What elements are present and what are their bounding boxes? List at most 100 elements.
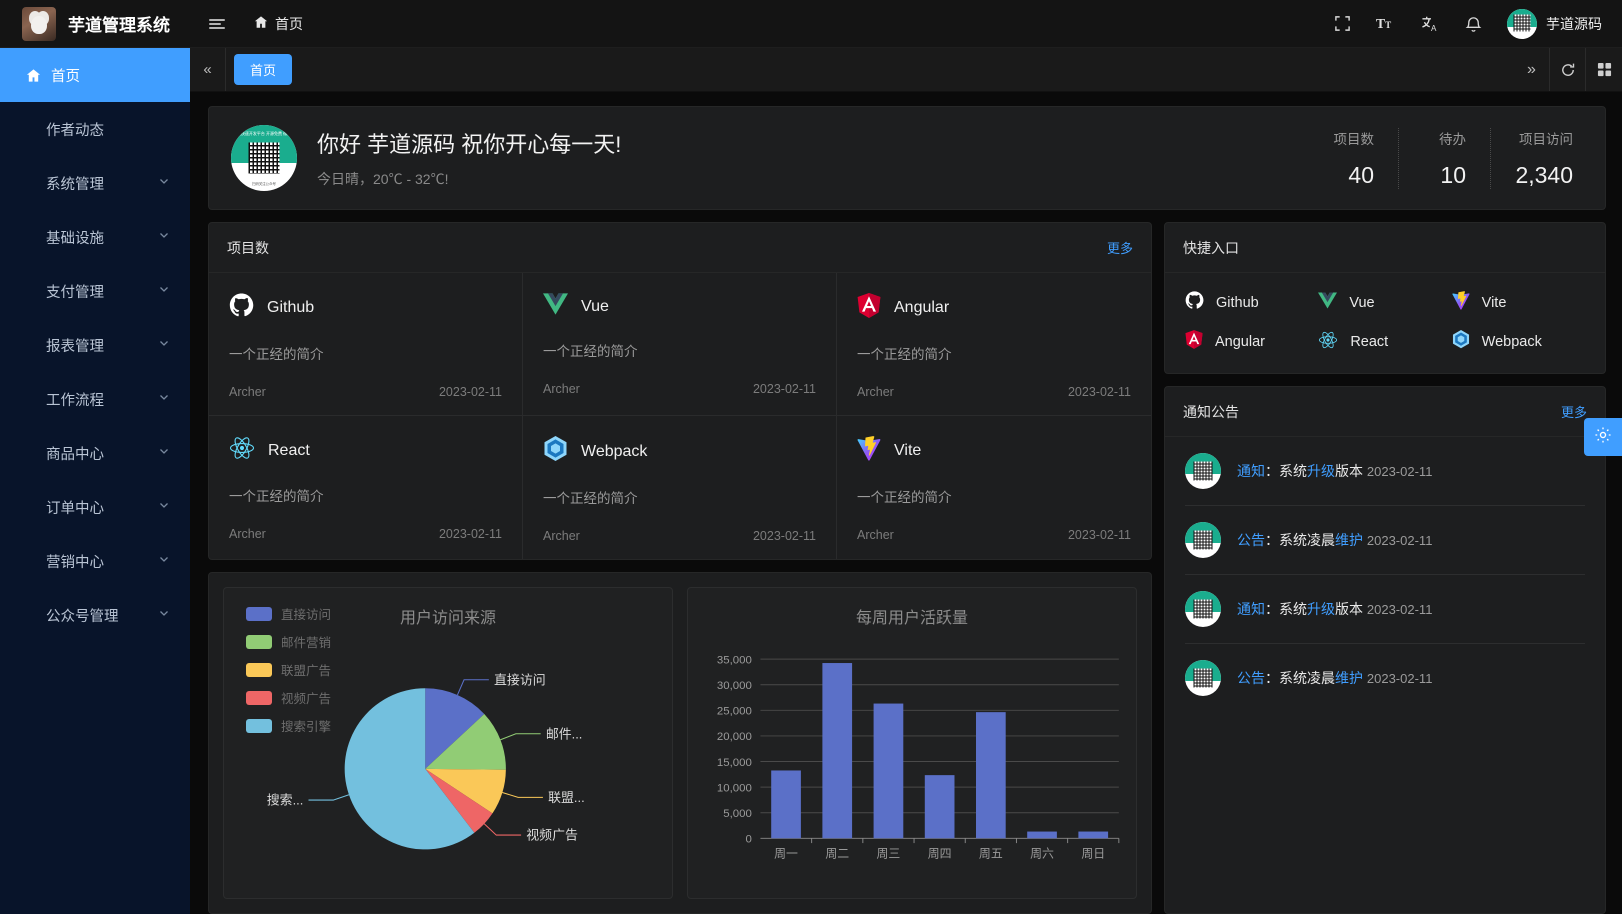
tabs-scroll-left-button[interactable]: « xyxy=(190,48,226,91)
legend-item[interactable]: 视频广告 xyxy=(246,688,331,707)
bar[interactable] xyxy=(822,663,853,839)
mid-right-column: 快捷入口 Github Vue xyxy=(1164,222,1606,914)
legend-label: 搜索引擎 xyxy=(281,720,332,734)
font-size-icon[interactable]: T T xyxy=(1376,15,1396,32)
x-axis-tick-label: 周四 xyxy=(928,846,952,860)
project-card[interactable]: Angular 一个正经的简介 Archer 2023-02-11 xyxy=(837,273,1151,416)
notice-type: 公告 xyxy=(1237,532,1265,548)
project-author: Archer xyxy=(229,527,266,541)
tabs-scroll-right-button[interactable]: » xyxy=(1514,48,1550,91)
legend-item[interactable]: 搜索引擎 xyxy=(246,716,331,735)
project-footer: Archer 2023-02-11 xyxy=(543,529,816,543)
pie-slice[interactable] xyxy=(425,768,506,814)
sidebar-item-system[interactable]: 系统管理 xyxy=(0,156,190,210)
notices-more-link[interactable]: 更多 xyxy=(1560,405,1587,420)
notice-item[interactable]: 通知：系统升级版本 2023-02-11 xyxy=(1185,437,1585,506)
pie-slice[interactable] xyxy=(425,688,485,769)
quick-entry-vue[interactable]: Vue xyxy=(1318,291,1451,314)
webpack-icon xyxy=(543,436,568,467)
project-author: Archer xyxy=(543,382,580,396)
mid-row: 项目数 更多 Github xyxy=(208,222,1606,914)
projects-more-link[interactable]: 更多 xyxy=(1106,241,1133,256)
sidebar-item-home[interactable]: 首页 xyxy=(0,48,190,102)
github-icon xyxy=(1185,291,1204,314)
legend-item[interactable]: 联盟广告 xyxy=(246,660,331,679)
sidebar-item-pay[interactable]: 支付管理 xyxy=(0,264,190,318)
sidebar-item-infra[interactable]: 基础设施 xyxy=(0,210,190,264)
project-desc: 一个正经的简介 xyxy=(543,491,638,506)
breadcrumb[interactable]: 首页 xyxy=(254,14,303,34)
bar[interactable] xyxy=(1027,831,1057,839)
brand-logo-icon xyxy=(22,6,56,41)
pie-slice[interactable] xyxy=(425,713,506,770)
notice-item[interactable]: 通知：系统升级版本 2023-02-11 xyxy=(1185,575,1585,644)
project-date: 2023-02-11 xyxy=(752,529,816,543)
project-card[interactable]: Webpack 一个正经的简介 Archer 2023-02-11 xyxy=(523,416,837,559)
legend-label: 邮件营销 xyxy=(281,636,332,650)
project-card[interactable]: Vite 一个正经的简介 Archer 2023-02-11 xyxy=(837,416,1151,559)
notice-item[interactable]: 公告：系统凌晨维护 2023-02-11 xyxy=(1185,644,1585,712)
sidebar-item-label: 系统管理 xyxy=(46,176,104,193)
bar[interactable] xyxy=(771,770,801,839)
quick-entry-webpack[interactable]: Webpack xyxy=(1452,330,1585,353)
quick-entry-github[interactable]: Github xyxy=(1185,291,1318,314)
react-icon xyxy=(1318,331,1338,353)
menu-toggle-icon[interactable] xyxy=(206,13,228,35)
page-content: 芋道快速开发平台 开源免费 微信号 扫码关注公众号 你好 芋道源码 祝你开心每一… xyxy=(190,92,1622,914)
translate-icon[interactable]: A xyxy=(1421,15,1440,33)
settings-fab-button[interactable] xyxy=(1584,418,1622,456)
project-footer: Archer 2023-02-11 xyxy=(229,527,502,541)
quick-entry-vite[interactable]: Vite xyxy=(1452,291,1585,314)
quick-entry-angular[interactable]: Angular xyxy=(1185,330,1318,353)
pie-slice-label: 直接访问 xyxy=(494,672,546,687)
fullscreen-icon[interactable] xyxy=(1334,15,1351,32)
y-axis-tick-label: 10,000 xyxy=(717,782,752,794)
notice-title: 公告：系统凌晨维护 xyxy=(1237,532,1367,548)
sidebar-item-workflow[interactable]: 工作流程 xyxy=(0,372,190,426)
notice-title: 通知：系统升级版本 xyxy=(1237,463,1367,479)
legend-item[interactable]: 直接访问 xyxy=(246,604,331,623)
tab-home[interactable]: 首页 xyxy=(234,54,293,85)
stat-label: 待办 xyxy=(1439,131,1466,147)
notice-content: 通知：系统升级版本 2023-02-11 xyxy=(1237,461,1432,481)
legend-item[interactable]: 邮件营销 xyxy=(246,632,331,651)
project-header: Vue xyxy=(543,293,816,320)
layout-grid-icon[interactable] xyxy=(1586,48,1622,91)
refresh-icon[interactable] xyxy=(1550,48,1586,91)
y-axis-tick-label: 30,000 xyxy=(717,680,752,692)
stat-label: 项目访问 xyxy=(1519,131,1573,147)
bar[interactable] xyxy=(873,703,904,839)
project-card[interactable]: React 一个正经的简介 Archer 2023-02-11 xyxy=(209,416,523,559)
chevron-down-icon xyxy=(158,499,170,515)
top-header: 芋道管理系统 首页 T T xyxy=(0,0,1622,48)
pie-slice[interactable] xyxy=(344,688,475,850)
pie-slice[interactable] xyxy=(425,768,493,833)
project-card[interactable]: Github 一个正经的简介 Archer 2023-02-11 xyxy=(209,273,523,416)
bar[interactable] xyxy=(924,775,955,839)
project-card[interactable]: Vue 一个正经的简介 Archer 2023-02-11 xyxy=(523,273,837,416)
bar[interactable] xyxy=(975,712,1006,839)
sidebar-item-report[interactable]: 报表管理 xyxy=(0,318,190,372)
sidebar-item-mp[interactable]: 公众号管理 xyxy=(0,588,190,642)
user-menu[interactable]: 芋道源码 xyxy=(1507,8,1602,39)
project-footer: Archer 2023-02-11 xyxy=(229,385,502,399)
sidebar-item-marketing[interactable]: 营销中心 xyxy=(0,534,190,588)
quick-entry-react[interactable]: React xyxy=(1318,330,1451,353)
bar[interactable] xyxy=(1078,831,1109,839)
sidebar-item-order[interactable]: 订单中心 xyxy=(0,480,190,534)
vite-icon xyxy=(1452,291,1470,314)
y-axis-tick-label: 35,000 xyxy=(717,654,752,666)
bar-chart: 每周用户活跃量 0 5,000 10,000 15,000 20,000 25,000 30… xyxy=(687,587,1137,899)
main: « 首页 » xyxy=(190,48,1622,914)
body: 首页 作者动态 系统管理 基础设施 支付管理 报表管理 工作流程 xyxy=(0,48,1622,914)
stat-label: 项目数 xyxy=(1333,131,1375,147)
bell-icon[interactable] xyxy=(1465,15,1482,33)
brand[interactable]: 芋道管理系统 xyxy=(0,6,190,41)
vue-icon xyxy=(543,293,568,320)
notice-date: 2023-02-11 xyxy=(1366,464,1433,479)
sidebar-item-author-news[interactable]: 作者动态 xyxy=(0,102,190,156)
quick-entry-label: Vue xyxy=(1349,294,1375,311)
sidebar-item-product[interactable]: 商品中心 xyxy=(0,426,190,480)
project-name: Github xyxy=(267,299,315,316)
notice-item[interactable]: 公告：系统凌晨维护 2023-02-11 xyxy=(1185,506,1585,575)
